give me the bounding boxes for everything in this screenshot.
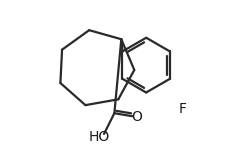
Text: F: F	[178, 102, 186, 116]
Text: HO: HO	[89, 130, 110, 144]
Text: O: O	[132, 110, 142, 124]
